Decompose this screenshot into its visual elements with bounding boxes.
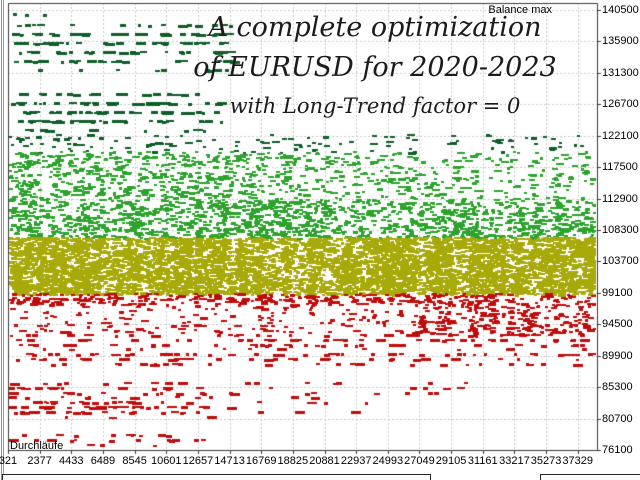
x-tick-label: 37329 [562,455,593,467]
y-tick-label: 89900 [602,349,633,362]
y-tick-label: 103700 [602,255,639,268]
y-tick-label: 112900 [602,192,638,205]
x-tick-label: 31161 [467,455,498,467]
x-tick-label: 29105 [435,455,467,467]
y-tick-label: 76100 [602,444,633,457]
x-tick-label: 10601 [150,455,182,467]
x-tick-label: 4433 [59,455,84,467]
x-tick-label: 2377 [27,455,52,467]
x-tick-label: 22937 [340,455,372,467]
y-tick-label: 131300 [602,66,639,79]
x-tick-label: 35273 [530,455,562,467]
y-tick-label: 140500 [602,4,639,16]
x-tick-label: 33217 [499,455,530,467]
y-tick-label: 108300 [602,224,639,236]
x-tick-label: 27049 [404,455,435,467]
y-tick-label: 85300 [602,381,633,394]
y-tick-label: 99100 [602,286,633,299]
x-tick-label: 8545 [122,455,147,467]
x-tick-label: 321 [0,455,18,467]
x-tick-label: 20881 [309,455,340,467]
x-tick-label: 18825 [277,455,309,467]
y-tick-label: 80700 [602,412,633,425]
x-tick-label: 12657 [182,455,214,467]
x-tick-label: 16769 [245,455,277,467]
x-tick-label: 24993 [372,455,404,467]
y-tick-label: 122100 [602,129,639,142]
window-left-edge [0,0,5,480]
y-axis-series-label: Balance max [488,4,552,16]
y-tick-label: 117500 [602,161,638,174]
y-tick-label: 94500 [602,318,633,331]
bottom-panel-edge-right [540,474,640,480]
bottom-panel-edge-left [2,474,431,480]
y-tick-label: 126700 [602,98,639,111]
x-tick-label: 14713 [214,455,245,467]
y-tick-label: 135900 [602,35,639,48]
x-axis-label: Durchläufe [10,440,64,452]
x-tick-label: 6489 [90,455,116,467]
